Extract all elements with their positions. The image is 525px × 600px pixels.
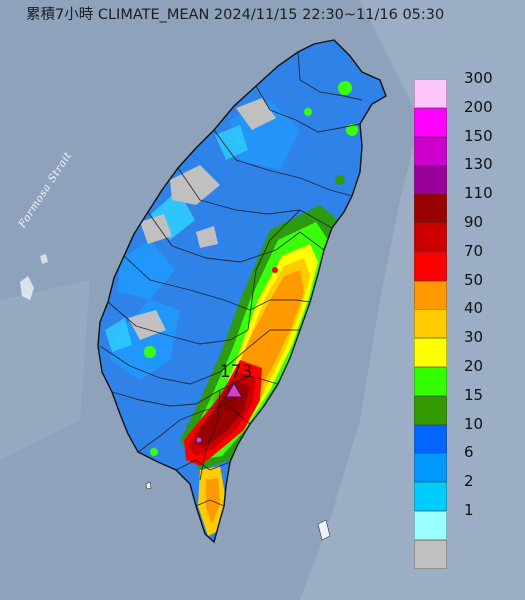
rain-cell	[304, 108, 312, 116]
legend-label: 300	[464, 69, 493, 87]
legend-label: 110	[464, 184, 493, 203]
legend-label: 50	[464, 270, 484, 289]
legend-swatch	[414, 251, 447, 281]
legend-label: 1	[464, 501, 474, 519]
legend-item: 200	[414, 98, 514, 137]
legend-swatch	[414, 424, 447, 454]
legend-item: 70	[414, 242, 514, 281]
legend-item: 110	[414, 184, 514, 224]
rain-patch-6mm	[110, 300, 180, 380]
legend-label: 90	[464, 213, 484, 231]
map-title: 累積7小時 CLIMATE_MEAN 2024/11/15 22:30~11/1…	[26, 7, 445, 23]
legend-swatch	[414, 338, 447, 368]
legend-item: 40	[414, 299, 514, 339]
legend-item: 10	[414, 415, 514, 454]
legend-label: 200	[464, 97, 493, 116]
legend-item: 6	[414, 443, 514, 483]
legend-item	[414, 539, 514, 569]
station-marker	[195, 436, 203, 444]
rainfall-legend: 300 200 150 130 110 90 70 50 40 30 20 15 10 6 2 1	[414, 69, 514, 569]
rain-cell	[338, 81, 352, 95]
legend-swatch	[414, 136, 447, 166]
legend-item: 30	[414, 328, 514, 368]
no-rain-patch	[236, 98, 276, 130]
legend-swatch	[414, 165, 447, 195]
legend-swatch	[414, 539, 447, 569]
legend-swatch	[414, 453, 447, 483]
legend-swatch	[414, 482, 447, 512]
rain-cell	[150, 448, 158, 456]
legend-item: 90	[414, 213, 514, 252]
legend-item: 150	[414, 127, 514, 166]
taiwan-island	[98, 40, 386, 542]
legend-label: 130	[464, 155, 493, 174]
legend-label: 30	[464, 328, 484, 347]
legend-item: 130	[414, 155, 514, 195]
legend-item: 1	[414, 501, 514, 540]
green-island	[317, 519, 331, 541]
legend-item: 300	[414, 69, 514, 108]
legend-swatch	[414, 395, 447, 425]
no-rain-patch	[128, 310, 166, 340]
rain-cell	[144, 346, 156, 358]
rain-zone-peak	[210, 386, 246, 414]
rain-cell	[272, 267, 278, 273]
legend-swatch	[414, 367, 447, 396]
coastline	[97, 39, 387, 544]
legend-label: 150	[464, 126, 493, 145]
legend-swatch	[414, 309, 447, 339]
legend-swatch	[414, 79, 447, 108]
rainfall-fields	[105, 81, 358, 536]
rain-cell	[335, 175, 345, 185]
purple-triangle-icon	[225, 381, 243, 398]
legend-label: 6	[464, 443, 474, 462]
county-boundaries	[99, 51, 363, 507]
legend-item: 20	[414, 357, 514, 396]
legend-swatch	[414, 511, 447, 540]
rain-patch-2mm	[105, 318, 132, 352]
small-island	[145, 481, 152, 490]
legend-label: 15	[464, 385, 484, 404]
legend-swatch	[414, 107, 447, 137]
legend-item: 15	[414, 386, 514, 425]
ocean-cloud-shading-west	[0, 280, 90, 460]
rain-cell	[346, 124, 358, 136]
legend-label: 70	[464, 241, 484, 260]
legend-item: 50	[414, 271, 514, 310]
legend-swatch	[414, 194, 447, 224]
legend-label: 2	[464, 472, 474, 491]
penghu-islands	[20, 276, 34, 300]
no-rain-patch	[140, 214, 172, 244]
legend-label: 20	[464, 357, 484, 375]
small-island	[40, 254, 48, 264]
legend-label: 40	[464, 299, 484, 318]
rain-patch-6mm	[118, 240, 175, 300]
max-rainfall-value: 173	[219, 362, 253, 382]
ocean-cloud-shading	[300, 0, 525, 600]
legend-swatch	[414, 223, 447, 252]
legend-item: 2	[414, 472, 514, 512]
legend-label: 10	[464, 414, 484, 433]
no-rain-patch	[196, 226, 218, 248]
rain-patch-2mm	[215, 125, 248, 160]
legend-swatch	[414, 280, 447, 310]
